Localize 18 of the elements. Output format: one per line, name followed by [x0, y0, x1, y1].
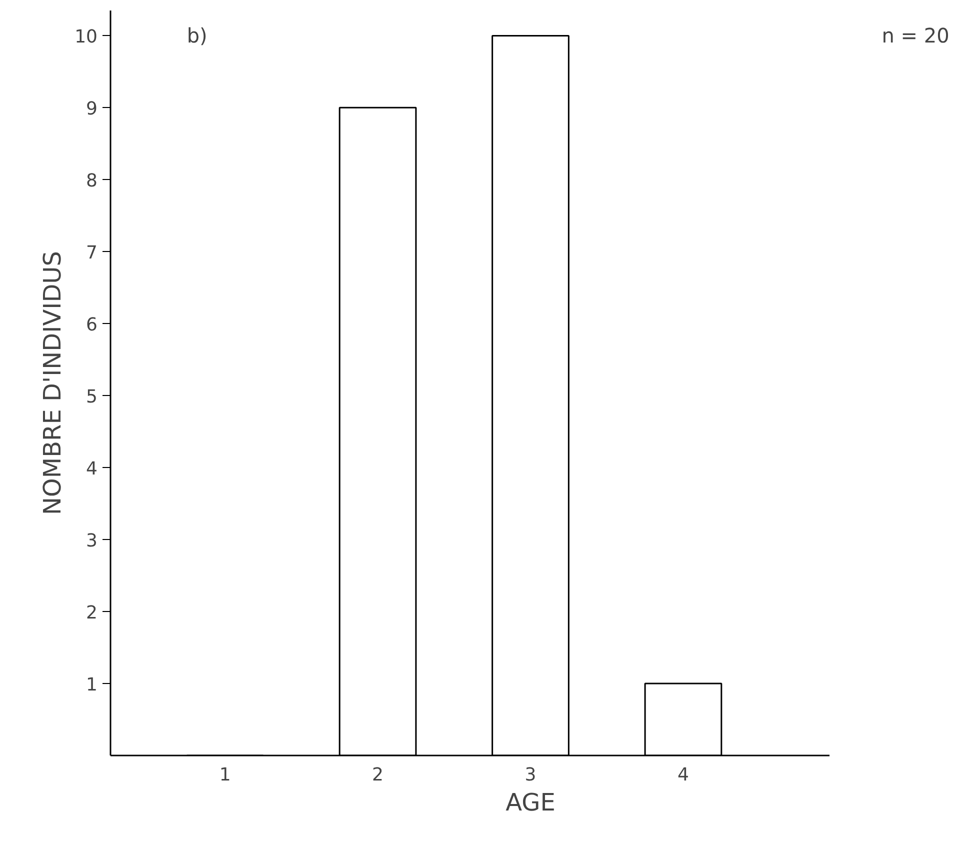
x-tick-label: 2 [372, 764, 384, 786]
x-tick-label: 1 [219, 764, 231, 786]
x-tick-label: 3 [524, 764, 536, 786]
x-axis-title: AGE [506, 788, 556, 816]
y-tick-label: 4 [86, 458, 98, 480]
y-tick-label: 5 [86, 386, 98, 408]
y-tick-label: 2 [86, 602, 98, 624]
y-tick-label: 10 [74, 26, 98, 48]
x-tick-label: 4 [678, 764, 689, 786]
y-tick-label: 1 [86, 674, 98, 696]
y-tick-label: 7 [86, 242, 98, 264]
y-tick-label: 9 [86, 98, 98, 120]
annotation: b) [186, 24, 208, 48]
y-axis-title: NOMBRE D'INDIVIDUS [38, 251, 67, 515]
y-tick-label: 3 [86, 530, 98, 552]
y-tick-label: 6 [86, 314, 98, 336]
y-tick-label: 8 [86, 170, 98, 192]
text: n = 20 [882, 24, 950, 48]
